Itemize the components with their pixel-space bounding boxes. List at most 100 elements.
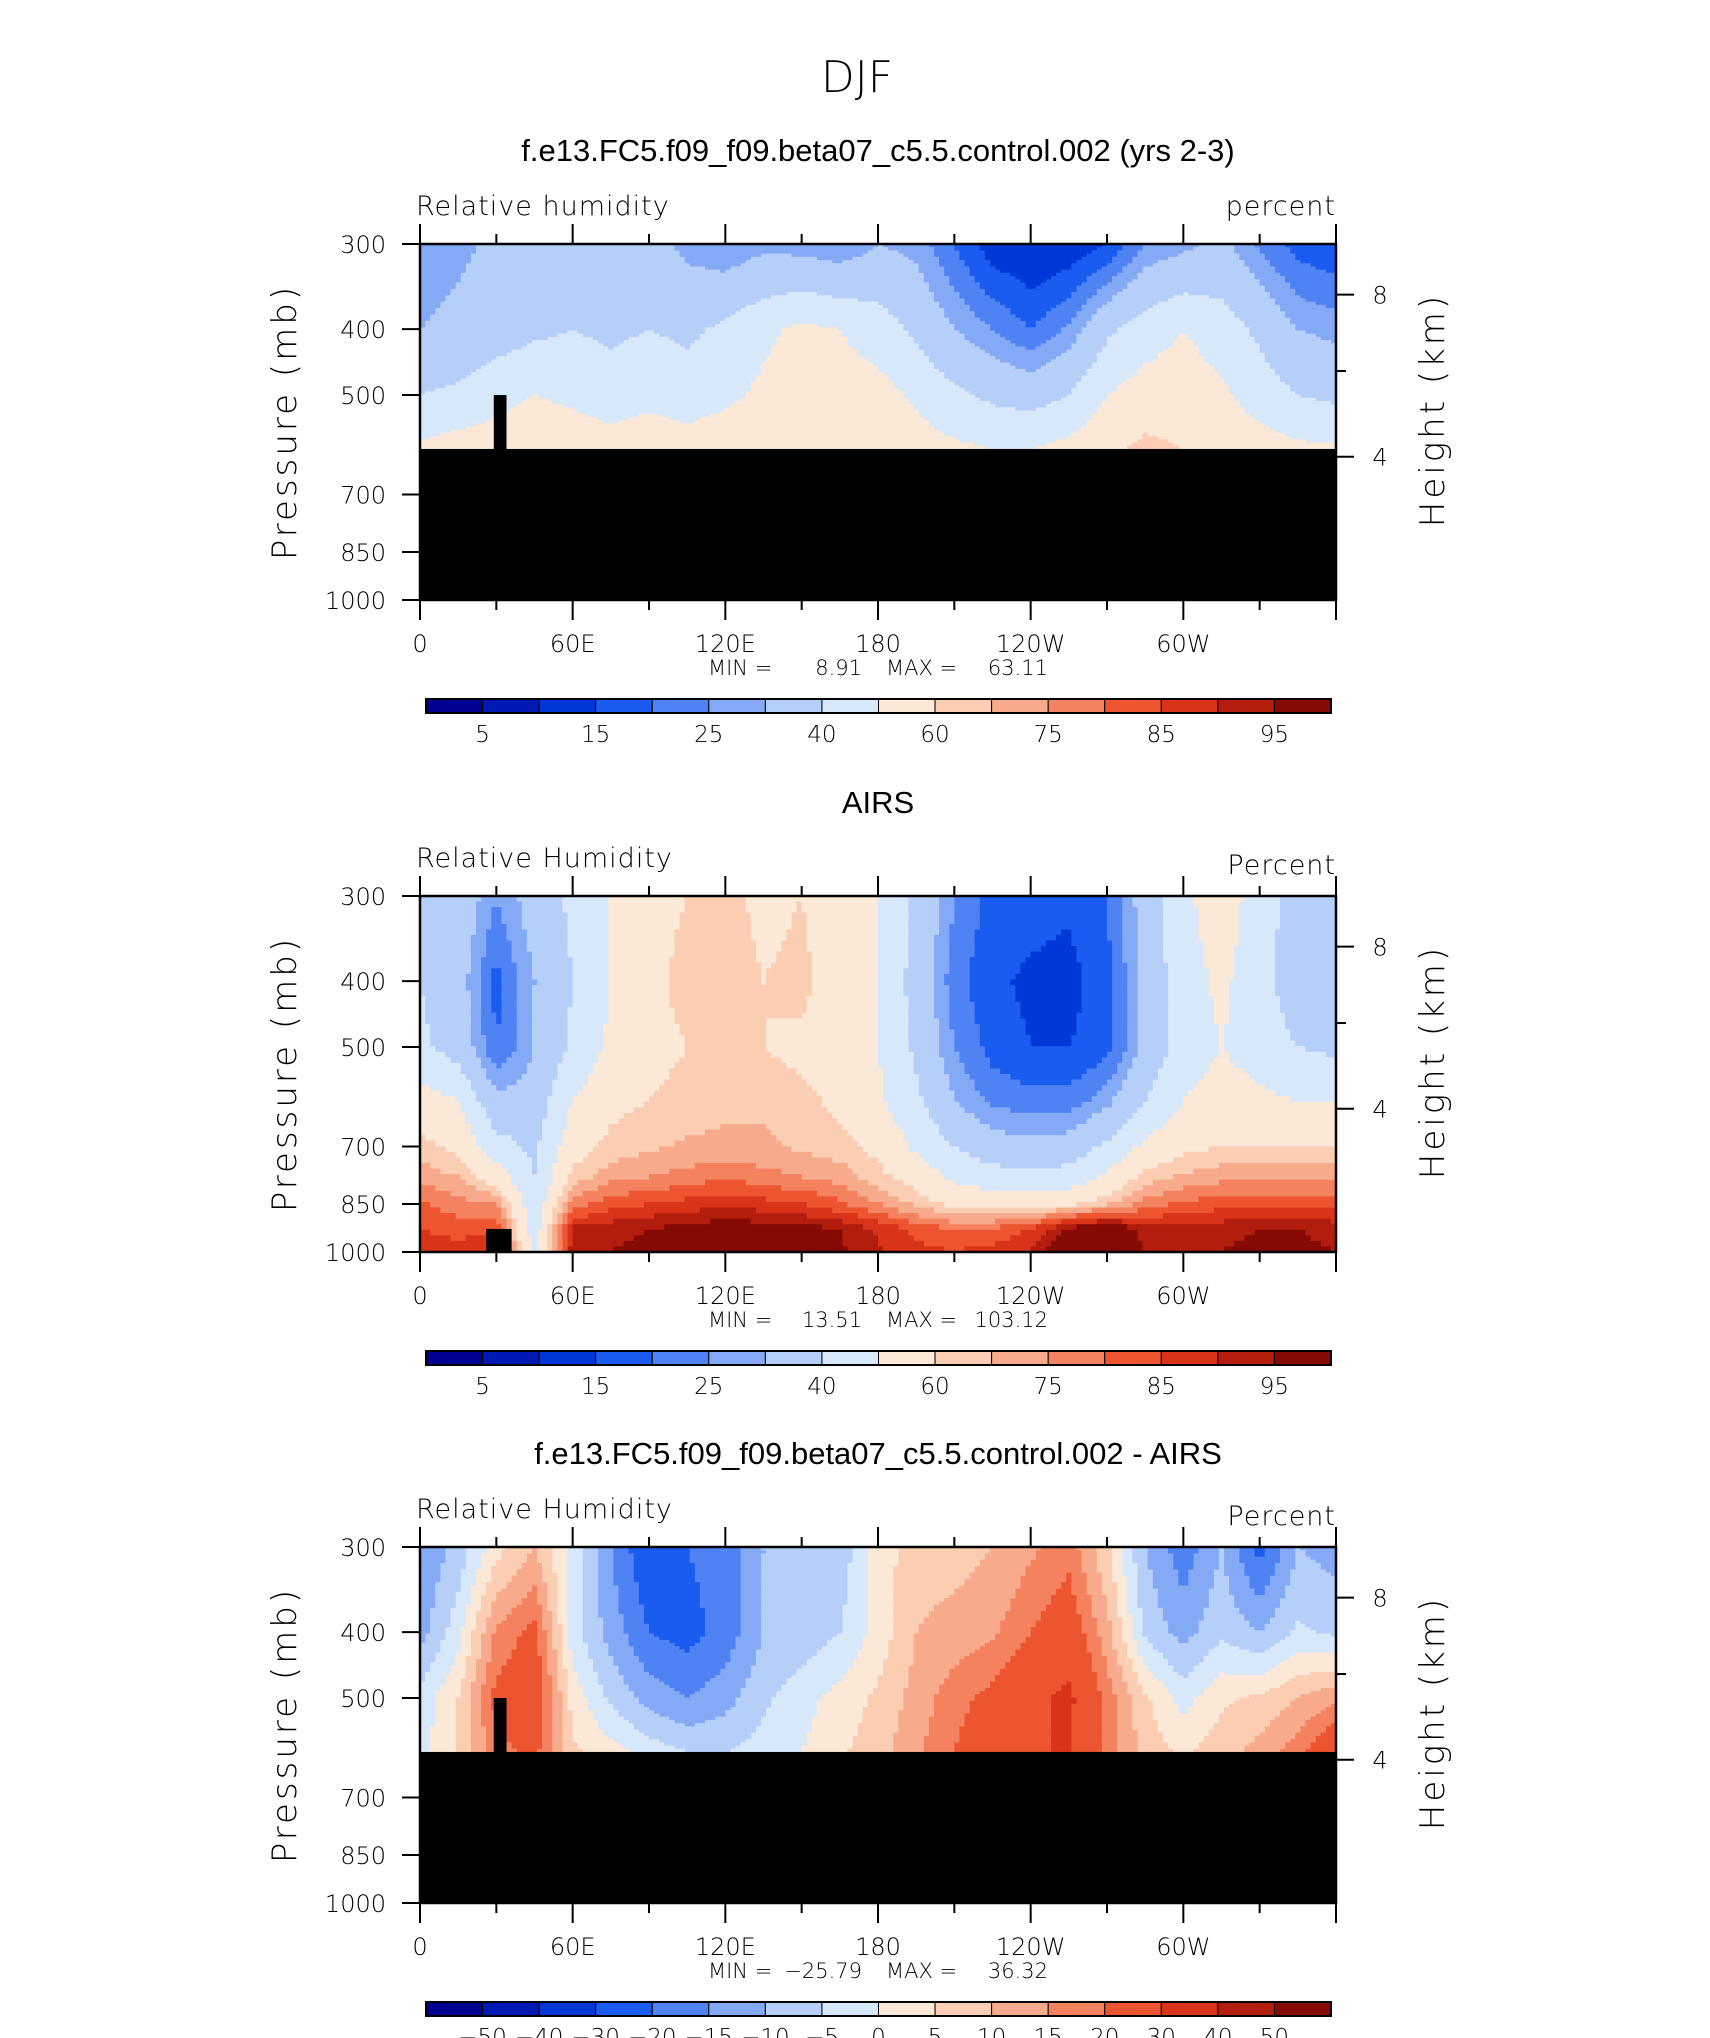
contour-cell [878, 1001, 910, 1008]
contour-cell [420, 1595, 436, 1599]
contour-cell [811, 951, 879, 958]
contour-cell [847, 1201, 884, 1209]
contour-cell [684, 1748, 732, 1753]
contour-cell [689, 1547, 742, 1551]
contour-cell [694, 1723, 762, 1727]
contour-cell [1025, 957, 1078, 964]
contour-cell [547, 1643, 553, 1647]
contour-cell [1142, 1691, 1169, 1695]
contour-cell [420, 1146, 447, 1153]
contour-cell [562, 1726, 574, 1731]
contour-cell [1086, 423, 1266, 428]
contour-cell [526, 1207, 543, 1214]
contour-cell [470, 1001, 482, 1008]
colorbar-box [764, 2001, 823, 2017]
contour-cell [608, 996, 670, 1003]
contour-cell [465, 269, 721, 274]
contour-cell [933, 1697, 976, 1702]
contour-cell [1132, 1713, 1154, 1718]
contour-cell [1234, 951, 1276, 958]
contour-cell [567, 1229, 574, 1236]
contour-cell [567, 1639, 584, 1644]
contour-cell [908, 957, 935, 964]
contour-cell [1086, 1118, 1128, 1125]
colorbar-label: −15 [685, 2025, 734, 2038]
contour-cell [979, 285, 1027, 290]
contour-cell [1168, 1659, 1205, 1663]
contour-cell [572, 1163, 609, 1170]
contour-cell [460, 1569, 477, 1574]
contour-cell [577, 1678, 599, 1683]
contour-cell [766, 1035, 879, 1042]
contour-cell [944, 375, 1083, 380]
contour-cell [893, 1620, 925, 1625]
contour-cell [542, 1726, 553, 1731]
contour-cell [420, 1101, 462, 1108]
contour-cell [481, 1001, 492, 1008]
contour-cell [908, 1681, 945, 1686]
contour-cell [420, 1585, 436, 1590]
contour-cell [1091, 272, 1118, 277]
contour-cell [1259, 250, 1291, 255]
contour-cell [740, 308, 889, 312]
contour-cell [974, 311, 1011, 316]
contour-cell [516, 404, 564, 408]
contour-cell [633, 1726, 757, 1731]
contour-cell [1076, 311, 1098, 316]
contour-cell [923, 416, 1093, 421]
contour-cell [491, 1655, 513, 1660]
contour-cell [608, 979, 670, 986]
contour-cell [526, 929, 569, 936]
contour-cell [420, 1157, 462, 1164]
contour-cell [1117, 1703, 1134, 1708]
contour-cell [460, 1627, 477, 1631]
x-tick-label: 120E [695, 630, 756, 658]
contour-cell [567, 923, 609, 930]
contour-cell [1173, 1553, 1195, 1558]
contour-cell [572, 1096, 650, 1103]
contour-cell [1280, 907, 1337, 914]
contour-cell [1168, 1012, 1215, 1019]
contour-cell [521, 912, 569, 919]
contour-cell [760, 1575, 849, 1580]
contour-cell [547, 1668, 558, 1673]
contour-cell [1285, 1745, 1312, 1750]
contour-cell [542, 1611, 553, 1615]
contour-cell [1300, 260, 1337, 264]
contour-cell [1208, 1732, 1261, 1737]
contour-cell [1254, 1229, 1307, 1236]
contour-cell [552, 1694, 564, 1699]
contour-cell [537, 394, 747, 399]
contour-cell [1076, 1700, 1103, 1705]
contour-cell [694, 1563, 742, 1567]
contour-cell [989, 1124, 1078, 1131]
contour-cell [745, 901, 798, 908]
contour-cell [928, 1723, 966, 1727]
contour-cell [598, 1185, 670, 1192]
contour-cell [755, 946, 782, 953]
contour-cell [1188, 1575, 1215, 1580]
contour-cell [531, 394, 538, 399]
contour-cell [1315, 1713, 1337, 1718]
contour-cell [603, 420, 620, 424]
contour-cell [954, 1040, 981, 1047]
contour-cell [1010, 1074, 1083, 1081]
contour-cell [684, 1694, 691, 1699]
contour-cell [979, 896, 1108, 903]
contour-cell [928, 1719, 966, 1724]
contour-cell [954, 1029, 981, 1036]
contour-cell [989, 1681, 1067, 1686]
contour-cell [572, 1729, 604, 1734]
contour-cell [1101, 1646, 1113, 1651]
colorbar-box [425, 2001, 484, 2017]
contour-cell [944, 1598, 1011, 1603]
contour-cell [1005, 1614, 1042, 1619]
contour-cell [1112, 1633, 1123, 1638]
contour-cell [1254, 1739, 1291, 1743]
contour-cell [1071, 1681, 1098, 1686]
contour-cell [420, 1687, 441, 1692]
contour-cell [542, 1681, 553, 1686]
contour-cell [552, 1174, 569, 1181]
contour-cell [1071, 1107, 1103, 1114]
contour-cell [1025, 324, 1037, 328]
